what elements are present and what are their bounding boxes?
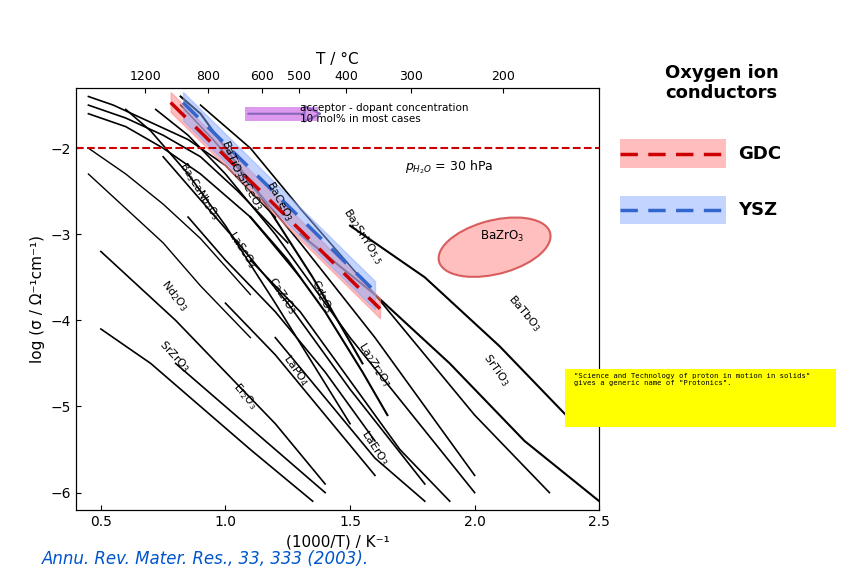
Bar <box>620 196 726 224</box>
Text: Er$_2$O$_3$: Er$_2$O$_3$ <box>230 380 261 412</box>
Text: BaTbO$_3$: BaTbO$_3$ <box>505 292 543 335</box>
X-axis label: T / °C: T / °C <box>316 53 359 67</box>
Text: LaPO$_4$: LaPO$_4$ <box>280 352 311 389</box>
Text: LaScO$_3$: LaScO$_3$ <box>225 229 260 271</box>
Text: LaErO$_3$: LaErO$_3$ <box>358 427 391 468</box>
Text: Annu. Rev. Mater. Res., 33, 333 (2003).: Annu. Rev. Mater. Res., 33, 333 (2003). <box>42 550 370 568</box>
Text: SrCeO$_3$: SrCeO$_3$ <box>233 170 266 213</box>
Text: Ba$_3$CaNb$_2$O$_9$: Ba$_3$CaNb$_2$O$_9$ <box>176 159 222 223</box>
X-axis label: (1000/T) / K⁻¹: (1000/T) / K⁻¹ <box>286 534 389 549</box>
Text: CaZrO$_3$: CaZrO$_3$ <box>265 275 300 318</box>
Y-axis label: log (σ / Ω⁻¹cm⁻¹): log (σ / Ω⁻¹cm⁻¹) <box>30 235 45 363</box>
Text: SrZrO$_3$: SrZrO$_3$ <box>155 338 192 376</box>
Text: Ba$_2$SnYO$_{5.5}$: Ba$_2$SnYO$_{5.5}$ <box>340 206 386 267</box>
Text: GDC: GDC <box>738 145 782 162</box>
Text: Gd$_2$O$_3$: Gd$_2$O$_3$ <box>308 277 335 316</box>
Text: SrTiO$_3$: SrTiO$_3$ <box>479 352 512 389</box>
Text: "Science and Technology of proton in motion in solids"
gives a generic name of ": "Science and Technology of proton in mot… <box>574 373 810 386</box>
Bar <box>620 139 726 168</box>
Text: Nd$_2$O$_3$: Nd$_2$O$_3$ <box>158 278 191 315</box>
Text: BaZrO$_3$: BaZrO$_3$ <box>479 229 523 244</box>
Text: $p_{H_2O}$ = 30 hPa: $p_{H_2O}$ = 30 hPa <box>405 158 493 176</box>
Text: La$_2$Zr$_2$O$_7$: La$_2$Zr$_2$O$_7$ <box>355 340 394 390</box>
Text: BaCeO$_3$: BaCeO$_3$ <box>262 179 295 224</box>
Bar <box>565 369 836 427</box>
Text: BaTiO$_3$: BaTiO$_3$ <box>218 138 246 179</box>
Text: YSZ: YSZ <box>738 201 777 219</box>
Text: Oxygen ion
conductors: Oxygen ion conductors <box>665 63 778 103</box>
Text: acceptor - dopant concentration
10 mol% in most cases: acceptor - dopant concentration 10 mol% … <box>300 103 468 124</box>
Ellipse shape <box>439 217 550 277</box>
